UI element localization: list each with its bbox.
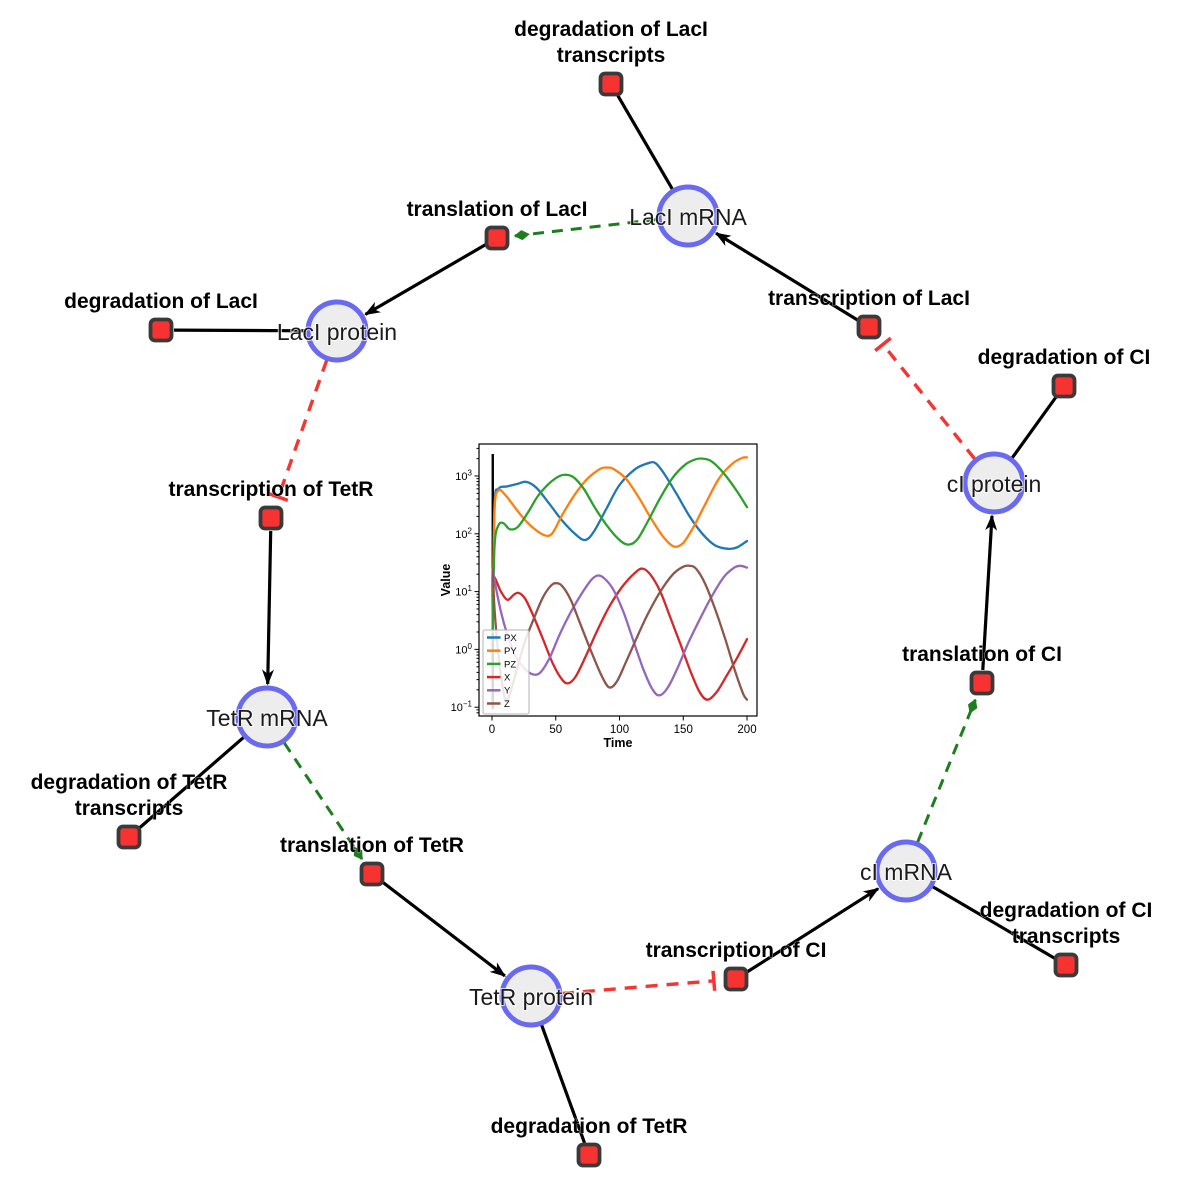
- reaction-label: translation of TetR: [280, 834, 464, 857]
- edge-inhibition-tetr_prot-to-tx_ci: [561, 970, 717, 996]
- reaction-node-deg_tetr_tx: [116, 824, 142, 850]
- reaction-node-tx_laci: [856, 314, 882, 340]
- y-axis-label: Value: [439, 564, 453, 597]
- species-label: cI mRNA: [860, 859, 953, 885]
- edge-arrow-tx_ci-to-ci_mrna: [746, 887, 880, 974]
- x-tick-label: 0: [489, 724, 495, 736]
- reaction-label: translation of CI: [902, 643, 1062, 666]
- edge-arrow-transl_ci-to-ci_prot: [981, 514, 998, 671]
- reaction-label: degradation of LacI: [514, 18, 708, 41]
- x-tick-label: 50: [549, 724, 562, 736]
- edges-layer: [137, 94, 1058, 1144]
- legend-label: PZ: [504, 659, 516, 670]
- edge-modifier-laci_mrna-to-transl_laci: [513, 218, 658, 241]
- legend-label: PX: [504, 633, 517, 644]
- x-tick-label: 150: [674, 724, 693, 736]
- edge-arrow-transl_laci-to-laci_prot: [364, 243, 487, 316]
- reaction-node-transl_tetr: [359, 861, 385, 887]
- series-line-PX: [491, 460, 749, 634]
- edge-plain-tetr_mrna-to-deg_tetr_tx: [137, 735, 246, 830]
- series-line-PY: [491, 456, 749, 634]
- legend-label: PY: [504, 646, 517, 657]
- legend-label: Z: [504, 699, 510, 710]
- x-tick-label: 100: [610, 724, 629, 736]
- species-node-laci_prot: [305, 299, 369, 363]
- reaction-node-transl_laci: [484, 225, 510, 251]
- edge-plain-tetr_prot-to-deg_tetr: [539, 1023, 587, 1144]
- reaction-node-deg_ci: [1051, 373, 1077, 399]
- edge-arrow-transl_tetr-to-tetr_prot: [381, 880, 506, 978]
- reaction-node-deg_ci_tx: [1053, 952, 1079, 978]
- reaction-node-tx_tetr: [258, 505, 284, 531]
- reaction-label: transcription of TetR: [169, 478, 374, 501]
- series-layer: [491, 456, 749, 702]
- series-line-X: [491, 567, 749, 701]
- x-axis-label: Time: [604, 736, 633, 750]
- species-label: cI protein: [947, 471, 1042, 497]
- nodes-layer: [116, 71, 1079, 1168]
- reaction-node-tx_ci: [723, 966, 749, 992]
- reaction-label: degradation of LacI: [64, 290, 258, 313]
- reaction-node-deg_laci: [148, 317, 174, 343]
- species-node-tetr_prot: [499, 964, 563, 1028]
- reaction-label: transcripts: [557, 44, 666, 67]
- reaction-label: degradation of CI: [978, 346, 1151, 369]
- reaction-label: degradation of TetR: [31, 771, 228, 794]
- species-node-ci_prot: [962, 451, 1026, 515]
- legend-label: X: [504, 673, 511, 684]
- species-node-tetr_mrna: [235, 685, 299, 749]
- edge-inhibition-laci_prot-to-tx_tetr: [268, 359, 329, 503]
- edge-plain-ci_prot-to-deg_ci: [1010, 395, 1058, 460]
- reaction-label: degradation of CI: [980, 899, 1153, 922]
- edge-plain-laci_mrna-to-deg_laci_tx: [616, 94, 675, 191]
- edge-inhibition-ci_prot-to-tx_laci: [874, 336, 976, 460]
- reaction-node-deg_tetr: [576, 1142, 602, 1168]
- species-label: LacI protein: [277, 319, 397, 345]
- edge-modifier-ci_mrna-to-transl_ci: [916, 698, 978, 843]
- labels-layer: degradation of LacI transcripts translatio…: [30, 18, 1153, 1139]
- legend: PX PY PZ XYZ: [482, 629, 530, 715]
- reaction-node-deg_laci_tx: [598, 71, 624, 97]
- timecourse-plot: 103 102 101 100 10−1 0 50 100 150 200 Time Value PX P…: [437, 430, 773, 762]
- edge-plain-laci_prot-to-deg_laci: [173, 328, 308, 333]
- edge-arrow-tx_tetr-to-tetr_mrna: [261, 530, 274, 686]
- edge-arrow-tx_laci-to-laci_mrna: [714, 231, 859, 322]
- species-node-laci_mrna: [656, 184, 720, 248]
- reaction-label: transcripts: [1012, 925, 1121, 948]
- species-label: LacI mRNA: [629, 204, 747, 230]
- reaction-label: transcription of CI: [646, 939, 827, 962]
- plot-frame: [478, 443, 758, 717]
- legend-label: Y: [504, 686, 511, 697]
- x-tick-label: 200: [737, 724, 756, 736]
- species-label: TetR protein: [469, 984, 593, 1010]
- edge-modifier-tetr_mrna-to-transl_tetr: [282, 741, 364, 860]
- reaction-label: transcripts: [75, 797, 184, 820]
- species-label: TetR mRNA: [206, 705, 328, 731]
- reaction-node-transl_ci: [969, 670, 995, 696]
- species-node-ci_mrna: [874, 839, 938, 903]
- series-line-PZ: [491, 457, 749, 634]
- reaction-label: transcription of LacI: [768, 287, 970, 310]
- reaction-label: translation of LacI: [407, 198, 588, 221]
- edge-plain-ci_mrna-to-deg_ci_tx: [931, 884, 1056, 960]
- reaction-label: degradation of TetR: [491, 1115, 688, 1138]
